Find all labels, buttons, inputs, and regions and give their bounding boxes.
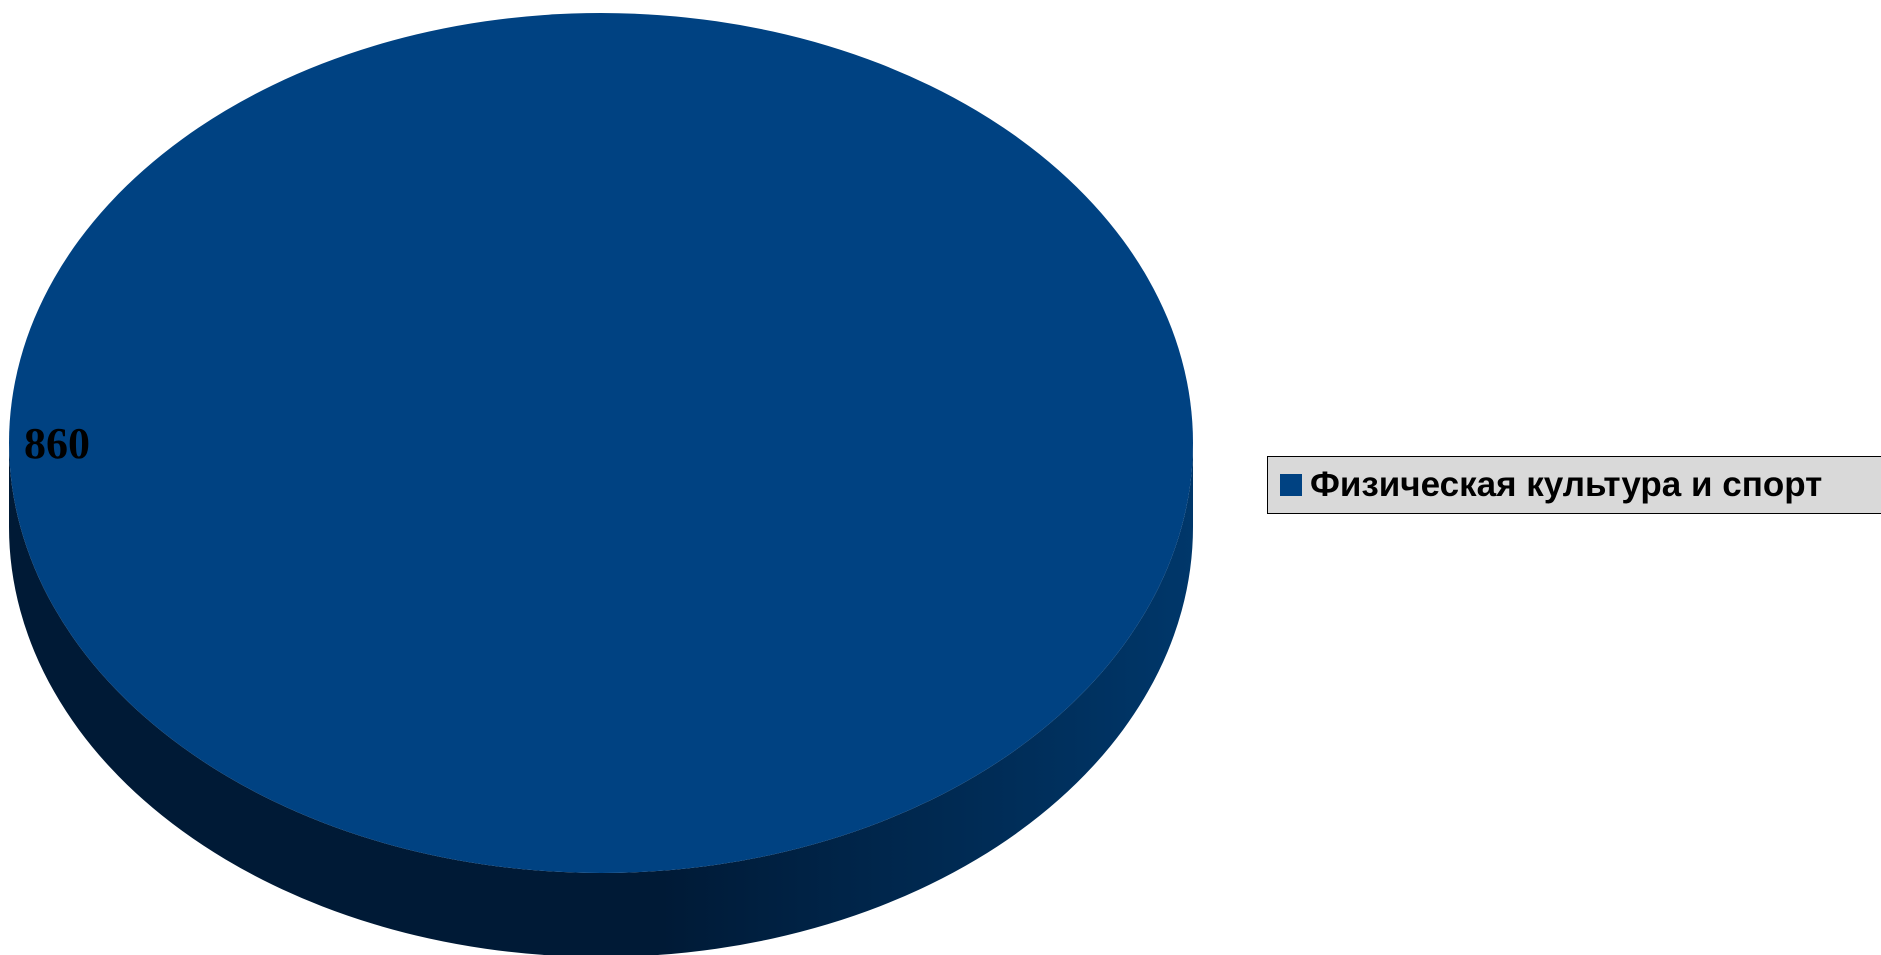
pie-slice-side-0 xyxy=(9,443,1193,955)
data-label-0: 860 xyxy=(24,419,90,468)
legend: Физическая культура и спорт xyxy=(1267,456,1881,514)
legend-label-0: Физическая культура и спорт xyxy=(1310,465,1823,504)
pie-slices xyxy=(9,13,1193,955)
pie-slice-0 xyxy=(9,13,1193,873)
legend-swatch-0 xyxy=(1280,474,1302,496)
